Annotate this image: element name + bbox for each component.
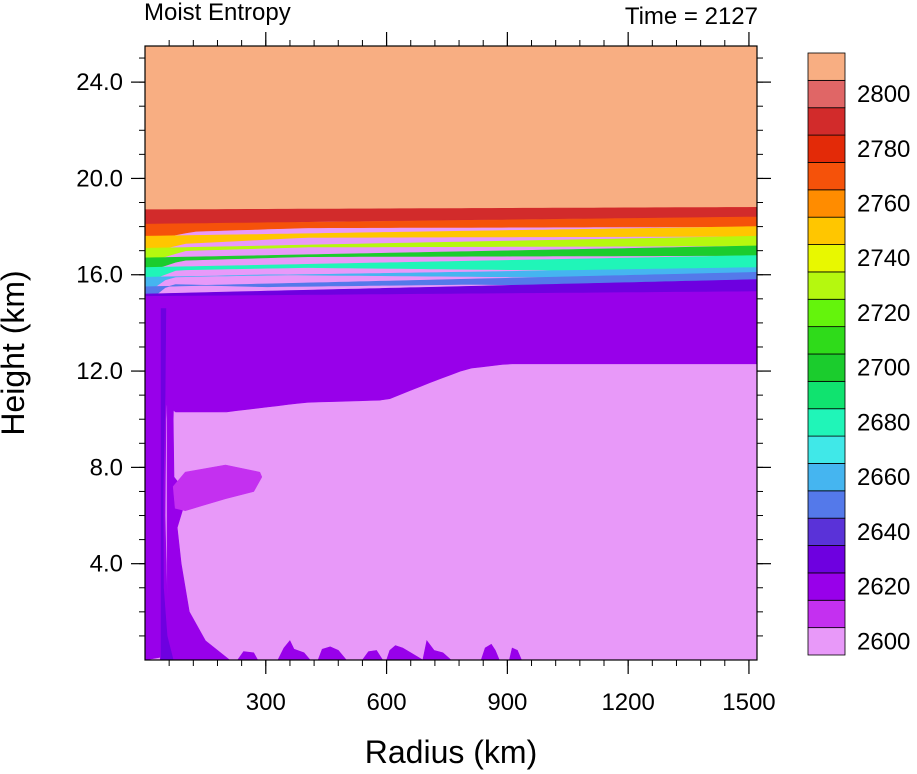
- colorbar-swatch: [807, 599, 846, 629]
- y-tick-label: 4.0: [90, 551, 123, 578]
- y-tick-label: 8.0: [90, 454, 123, 481]
- colorbar-label: 2680: [857, 409, 910, 436]
- colorbar-swatch: [807, 244, 846, 273]
- chart-title-left: Moist Entropy: [144, 0, 291, 26]
- x-tick-label: 600: [367, 689, 407, 716]
- colorbar-swatch: [807, 271, 846, 300]
- colorbar-label: 2720: [857, 300, 910, 327]
- colorbar-swatch: [807, 107, 846, 136]
- colorbar-swatch: [807, 162, 846, 191]
- field-region-trop-blue: [145, 271, 757, 304]
- plot-frame: [144, 45, 758, 661]
- x-tick-label: 1200: [601, 689, 654, 716]
- field-region-surface-blob-2: [277, 640, 311, 660]
- colorbar-swatch: [807, 216, 846, 245]
- field-region-surface-blob-8: [509, 647, 522, 660]
- x-tick-label: 1500: [722, 689, 775, 716]
- colorbar-swatch: [807, 298, 846, 328]
- colorbar-swatch: [807, 134, 846, 163]
- field-region-core-violet: [160, 308, 174, 660]
- colorbar-swatch: [807, 545, 846, 574]
- colorbar-swatch: [807, 79, 846, 109]
- x-tick-label: 300: [246, 689, 286, 716]
- field-region-trop-teal: [145, 255, 757, 283]
- y-axis-title: Height (km): [0, 270, 31, 435]
- x-tick-label: 900: [487, 689, 527, 716]
- field-region-trop-red: [145, 206, 757, 227]
- y-tick-label: 20.0: [76, 165, 123, 192]
- y-tick-label: 16.0: [76, 262, 123, 289]
- colorbar-label: 2780: [857, 136, 910, 163]
- field-region-trop-yellow: [145, 226, 757, 254]
- axis-ticks: 300 600 900 1200 1500 4.0 8.0 12.0 16.0 20.0 24.0: [76, 32, 776, 716]
- field-region-stratosphere: [145, 46, 757, 215]
- colorbar-swatch: [807, 572, 846, 601]
- colorbar-swatch: [807, 326, 846, 355]
- colorbar-swatch: [807, 353, 846, 382]
- colorbar-label: 2600: [857, 628, 910, 655]
- colorbar-swatch: [807, 380, 846, 410]
- field-region-surface-blob-6: [422, 639, 452, 660]
- field-region-trop-ygreen: [145, 235, 757, 264]
- y-tick-label: 12.0: [76, 358, 123, 385]
- field-region-surface-blob-4: [362, 650, 383, 660]
- field-region-surface-blob-1: [237, 651, 259, 660]
- field-region-surface-blob-5: [386, 645, 424, 660]
- colorbar-swatch: [807, 627, 846, 656]
- chart-title-right: Time = 2127: [625, 3, 758, 30]
- colorbar-swatch: [807, 408, 846, 437]
- colorbar-swatch: [807, 189, 846, 218]
- y-tick-label: 24.0: [76, 69, 123, 96]
- colorbar-label: 2660: [857, 464, 910, 491]
- field-region-mid-tongue: [172, 464, 263, 512]
- colorbar-label: 2640: [857, 519, 910, 546]
- colorbar-label: 2760: [857, 191, 910, 218]
- field-region-trop-orange: [145, 216, 757, 242]
- colorbar-label: 2620: [857, 574, 910, 601]
- field-region-surface-blob-7: [480, 643, 500, 660]
- colorbar-label: 2700: [857, 355, 910, 382]
- entropy-field: [145, 46, 757, 660]
- field-region-upper-purple: [145, 291, 757, 413]
- field-region-trop-green: [145, 245, 757, 273]
- colorbar: 2600 2620 2640 2660 2680 2700 2720 2740 2760 2780…: [807, 52, 910, 656]
- field-region-surface-blob-3: [317, 646, 347, 660]
- x-axis-title: Radius (km): [365, 734, 537, 770]
- colorbar-swatch: [807, 435, 846, 464]
- colorbar-swatch: [807, 517, 846, 546]
- field-region-core-right: [166, 322, 231, 660]
- colorbar-swatch: [807, 490, 846, 519]
- colorbar-label: 2740: [857, 245, 910, 272]
- colorbar-swatch: [807, 463, 846, 492]
- colorbar-swatch: [807, 52, 846, 81]
- field-region-trop-sky: [145, 267, 757, 295]
- colorbar-label: 2800: [857, 81, 910, 108]
